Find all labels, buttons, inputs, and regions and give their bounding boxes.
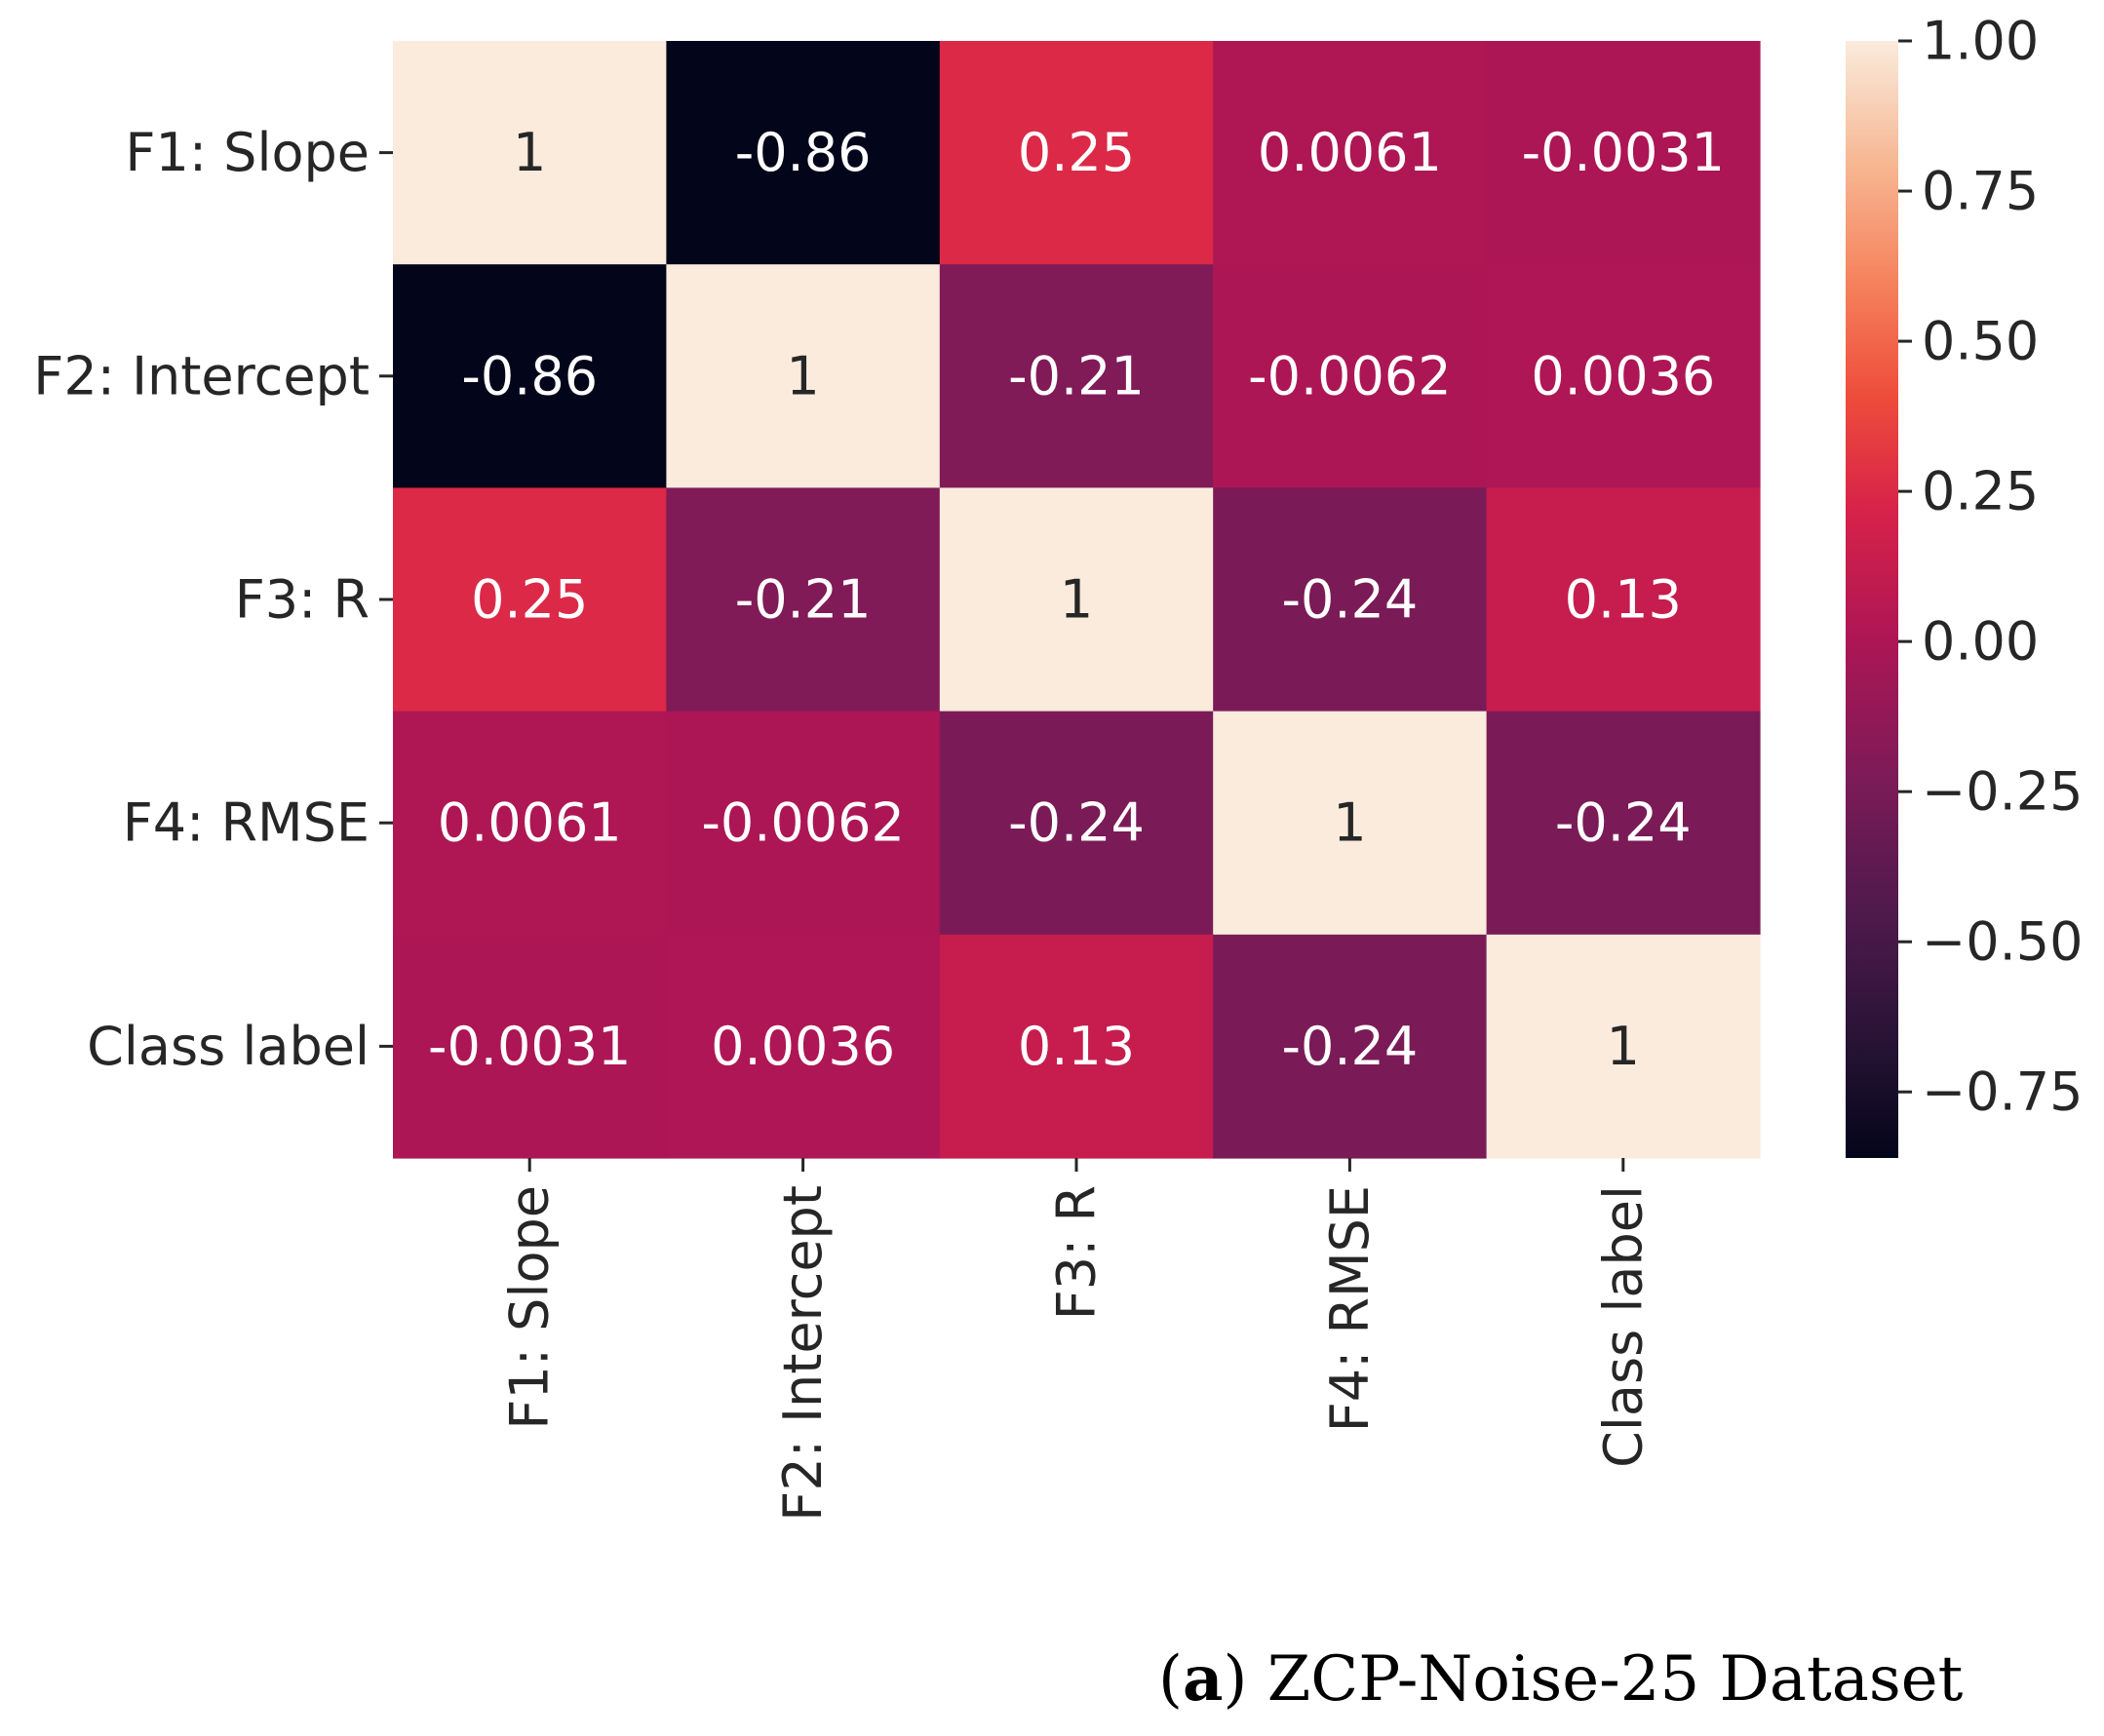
caption-text: ZCP-Noise-25 Dataset (1267, 1643, 1964, 1716)
cell-label-3-2: -0.24 (1008, 792, 1145, 854)
cell-label-3-1: -0.0062 (701, 792, 904, 854)
y-tick-label-f4-rmse: F4: RMSE (123, 792, 370, 854)
heatmap-cell-3-4 (1486, 711, 1761, 936)
heatmap-cell-2-0 (393, 487, 667, 713)
heatmap-cell-4-3 (1213, 934, 1488, 1159)
cell-label-3-3: 1 (1333, 792, 1366, 854)
cell-label-0-3: 0.0061 (1258, 122, 1442, 183)
cell-label-4-0: -0.0031 (428, 1016, 631, 1077)
heatmap-cell-labels: 1 -0.86 0.25 0.0061 -0.0031 -0.86 1 -0.21 -0.006… (428, 122, 1725, 1077)
heatmap-cell-1-1 (666, 264, 941, 488)
heatmap-cell-3-3 (1213, 711, 1488, 936)
x-axis: F1: Slope F2: Intercept F3: R F4: RMSE Class… (499, 1158, 1654, 1522)
colorbar-gradient (1846, 41, 1898, 1158)
cell-label-2-0: 0.25 (471, 569, 588, 631)
heatmap-cell-3-1 (666, 711, 941, 936)
cell-label-0-1: -0.86 (735, 122, 872, 183)
heatmap-cell-4-0 (393, 934, 667, 1159)
cell-label-2-4: 0.13 (1565, 569, 1682, 631)
heatmap-cell-3-2 (939, 711, 1214, 936)
colorbar-tick-label-1: 0.75 (1922, 161, 2039, 222)
heatmap-cell-0-0 (393, 41, 667, 265)
colorbar: 1.00 0.75 0.50 0.25 0.00 −0.25 −0.50 −0.75 (1846, 11, 2083, 1158)
cell-label-3-4: -0.24 (1555, 792, 1692, 854)
colorbar-tick-label-4: 0.00 (1922, 611, 2039, 673)
heatmap-cell-4-2 (939, 934, 1214, 1159)
x-tick-label-f4-rmse: F4: RMSE (1319, 1185, 1381, 1432)
heatmap-cells (393, 41, 1761, 1159)
heatmap-cell-0-4 (1486, 41, 1761, 265)
heatmap-cell-2-1 (666, 487, 941, 713)
colorbar-tick-label-2: 0.50 (1922, 311, 2039, 372)
heatmap-cell-2-2 (939, 487, 1214, 713)
cell-label-4-3: -0.24 (1282, 1016, 1419, 1077)
x-tick-label-class-label: Class label (1592, 1185, 1654, 1468)
heatmap-cell-1-2 (939, 264, 1214, 488)
heatmap-cell-4-4 (1486, 934, 1761, 1159)
colorbar-tick-label-7: −0.75 (1922, 1061, 2083, 1123)
heatmap-cell-1-4 (1486, 264, 1761, 488)
heatmap-cell-0-2 (939, 41, 1214, 265)
cell-label-0-4: -0.0031 (1522, 122, 1725, 183)
heatmap-cell-4-1 (666, 934, 941, 1159)
cell-label-2-3: -0.24 (1282, 569, 1419, 631)
x-tick-label-f2-intercept: F2: Intercept (772, 1185, 834, 1522)
cell-label-1-3: -0.0062 (1248, 345, 1451, 406)
heatmap-cell-0-1 (666, 41, 941, 265)
heatmap-cell-1-0 (393, 264, 667, 488)
cell-label-4-2: 0.13 (1018, 1016, 1135, 1077)
cell-label-1-2: -0.21 (1008, 345, 1145, 406)
x-tick-label-f3-r: F3: R (1046, 1185, 1108, 1320)
cell-label-0-0: 1 (513, 122, 546, 183)
heatmap-cell-2-4 (1486, 487, 1761, 713)
y-tick-label-f1-slope: F1: Slope (125, 122, 370, 183)
colorbar-tick-label-3: 0.25 (1922, 461, 2039, 522)
figure-caption: (a) ZCP-Noise-25 Dataset (1158, 1642, 1964, 1716)
heatmap-cell-0-3 (1213, 41, 1488, 265)
caption-letter: a (1183, 1642, 1223, 1716)
cell-label-3-0: 0.0061 (438, 792, 622, 854)
x-tick-label-f1-slope: F1: Slope (499, 1185, 561, 1430)
colorbar-tick-label-5: −0.25 (1922, 761, 2083, 823)
cell-label-4-4: 1 (1607, 1016, 1640, 1077)
y-tick-label-class-label: Class label (87, 1016, 370, 1077)
cell-label-1-1: 1 (786, 345, 819, 406)
cell-label-1-0: -0.86 (461, 345, 598, 406)
y-tick-label-f3-r: F3: R (235, 569, 370, 631)
heatmap-cell-2-3 (1213, 487, 1488, 713)
heatmap-cell-1-3 (1213, 264, 1488, 488)
heatmap-cell-3-0 (393, 711, 667, 936)
cell-label-2-2: 1 (1060, 569, 1093, 631)
y-tick-label-f2-intercept: F2: Intercept (33, 345, 370, 406)
colorbar-tick-label-0: 1.00 (1922, 11, 2039, 72)
cell-label-2-1: -0.21 (735, 569, 872, 631)
y-axis: F1: Slope F2: Intercept F3: R F4: RMSE Class… (33, 122, 393, 1077)
colorbar-tick-label-6: −0.50 (1922, 911, 2083, 973)
cell-label-1-4: 0.0036 (1531, 345, 1715, 406)
cell-label-4-1: 0.0036 (711, 1016, 895, 1077)
cell-label-0-2: 0.25 (1018, 122, 1135, 183)
